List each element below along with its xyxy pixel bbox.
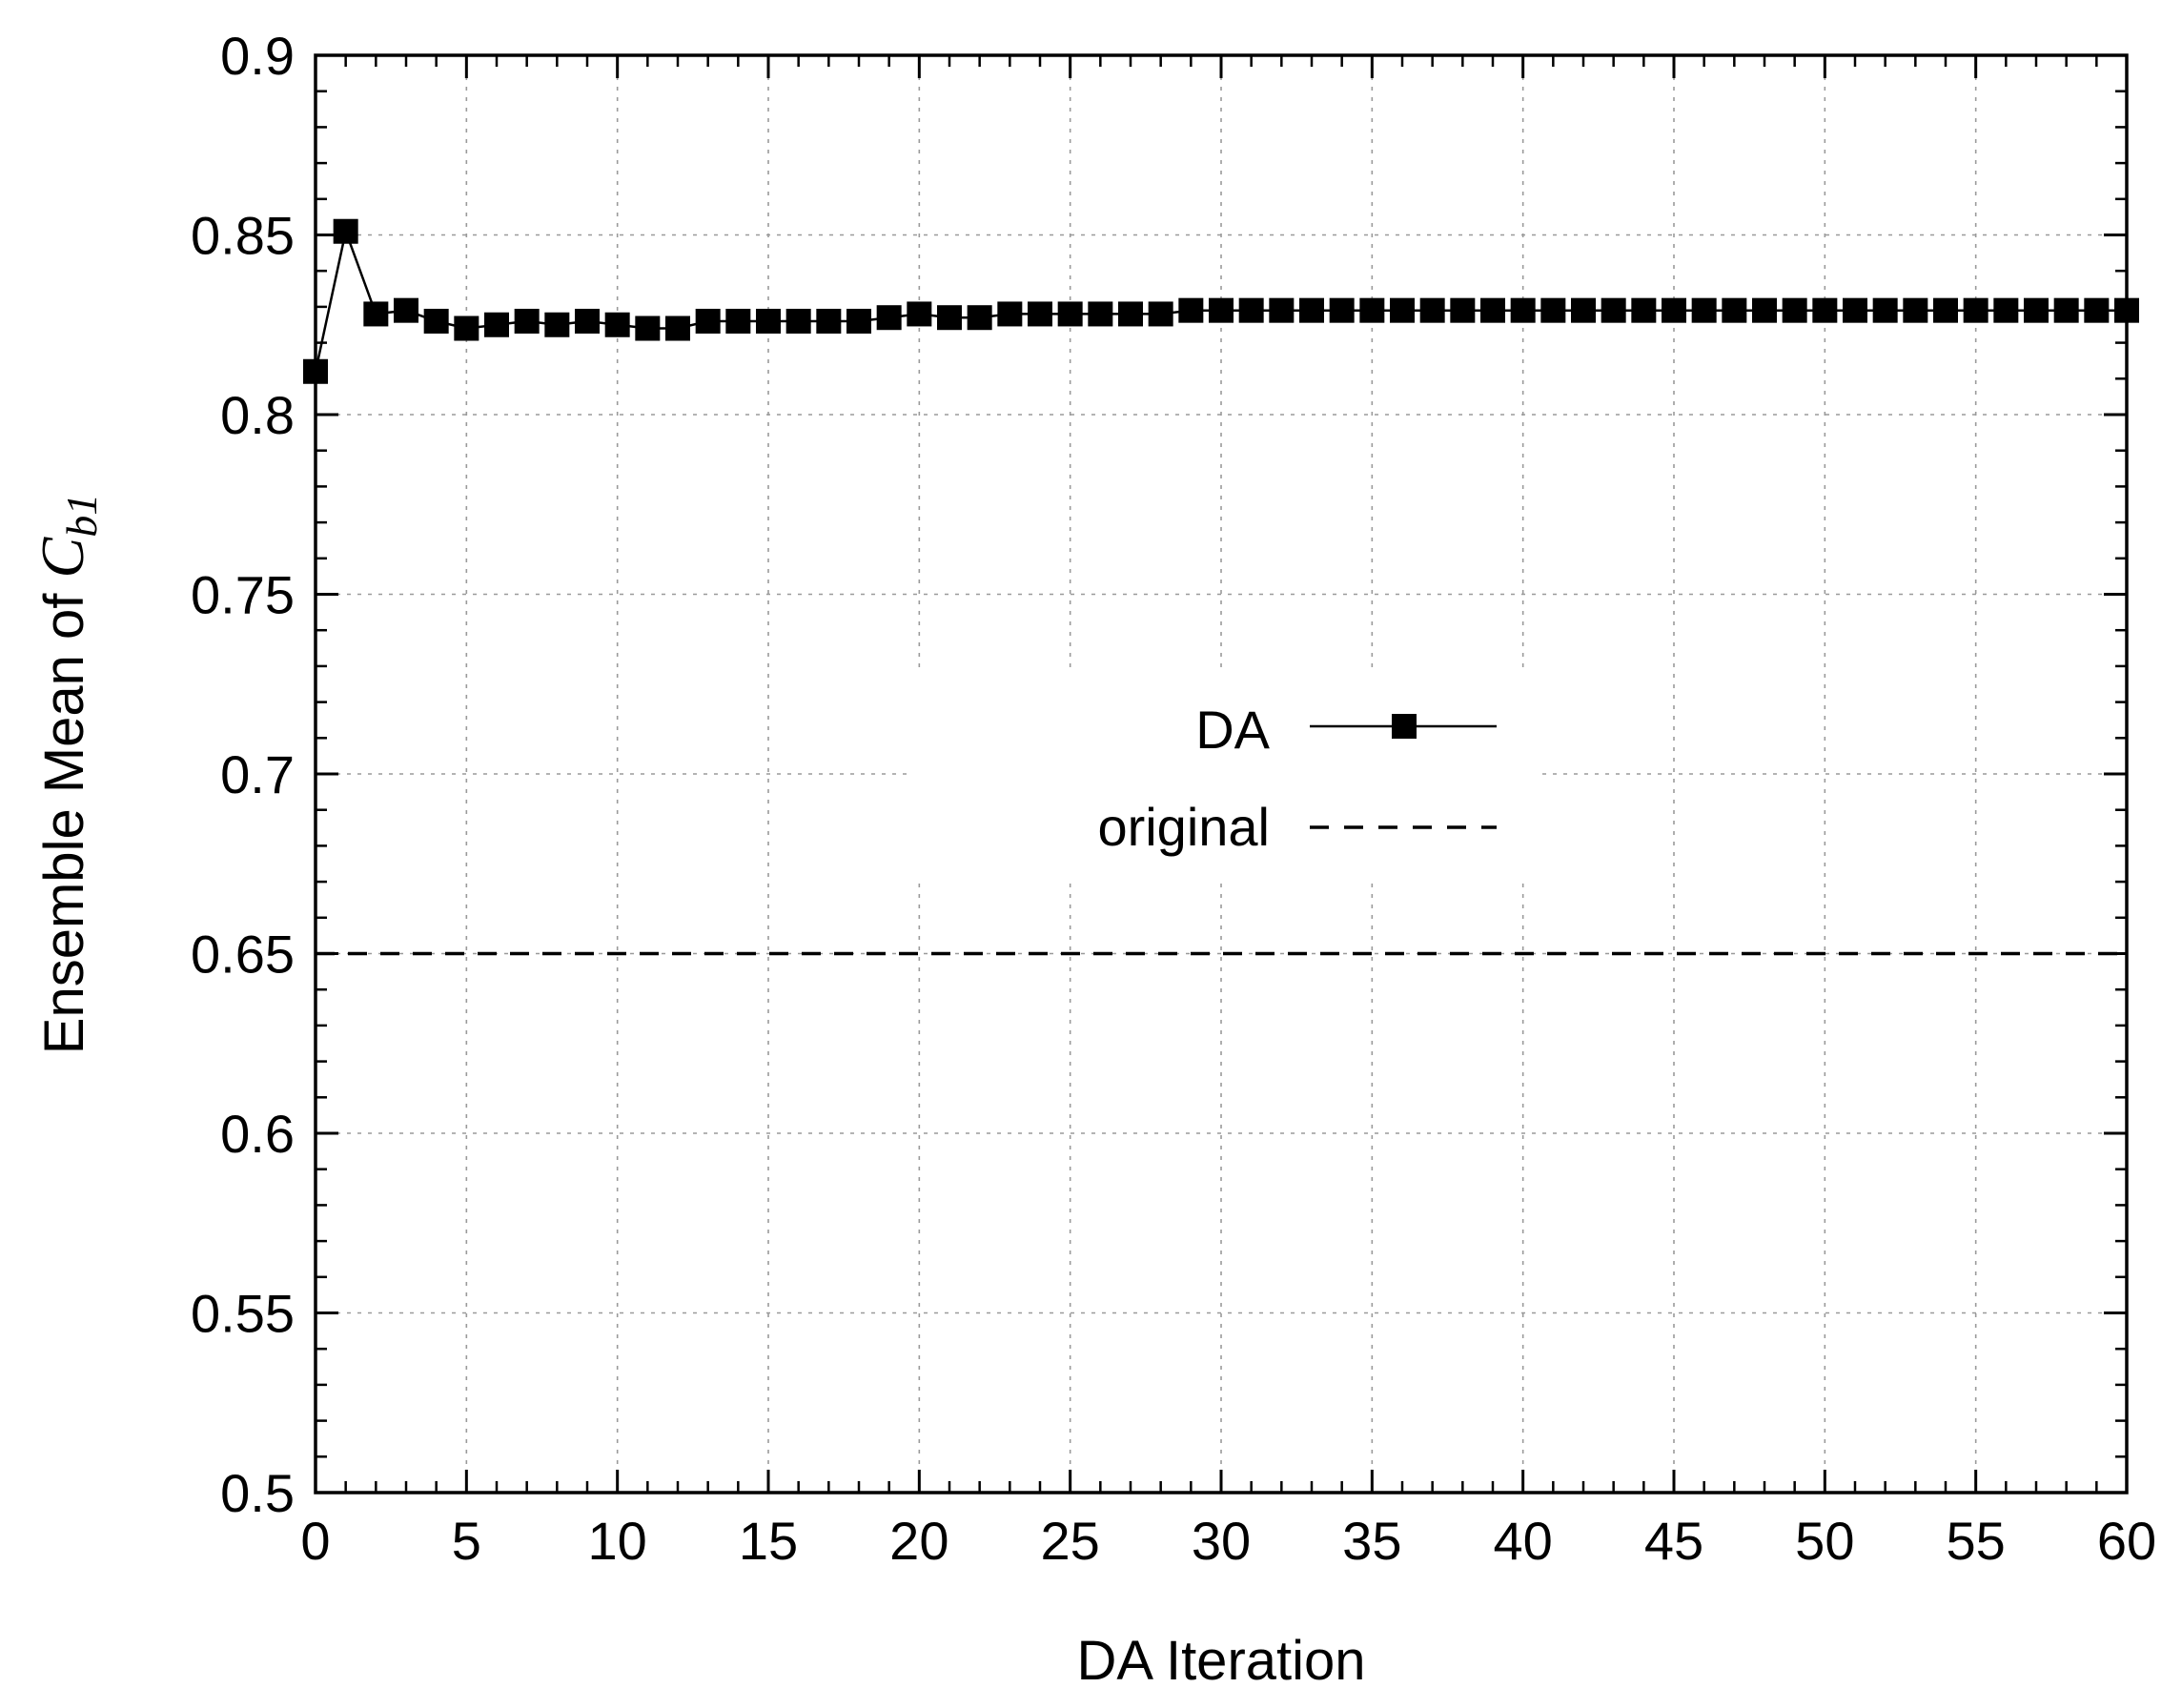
x-tick-label: 10 <box>588 1511 647 1571</box>
legend: DA original <box>910 672 1540 877</box>
x-tick-label: 25 <box>1041 1511 1100 1571</box>
data-point-da <box>876 305 902 331</box>
data-point-da <box>1269 297 1295 323</box>
data-point-da <box>1178 297 1204 323</box>
data-point-da <box>1963 297 1988 323</box>
data-point-da <box>1662 297 1686 323</box>
y-tick-label: 0.7 <box>220 744 295 804</box>
data-point-da <box>1571 297 1596 323</box>
data-point-da <box>1843 297 1867 323</box>
data-point-da <box>1359 297 1385 323</box>
data-point-da <box>1028 301 1052 327</box>
data-point-da <box>394 297 418 323</box>
data-point-da <box>635 315 661 341</box>
y-tick-label: 0.8 <box>220 385 295 445</box>
data-point-da <box>454 315 479 341</box>
data-point-da <box>785 308 811 334</box>
x-tick-label: 55 <box>1947 1511 2006 1571</box>
data-point-da <box>484 312 509 337</box>
grid-lines <box>316 55 2127 1493</box>
data-point-da <box>1510 297 1536 323</box>
data-point-da <box>967 305 992 331</box>
data-point-da <box>423 308 449 334</box>
data-point-da <box>937 305 962 331</box>
data-point-da <box>1480 297 1505 323</box>
data-point-da <box>1872 297 1898 323</box>
y-tick-label: 0.6 <box>220 1104 295 1164</box>
x-tick-label: 40 <box>1494 1511 1553 1571</box>
data-point-da <box>2024 297 2049 323</box>
data-point-da <box>756 308 781 334</box>
data-point-da <box>2084 297 2110 323</box>
x-tick-label: 35 <box>1342 1511 1401 1571</box>
x-tick-label: 60 <box>2097 1511 2156 1571</box>
y-axis-title: Ensemble Mean of Cb1 <box>29 494 106 1054</box>
data-point-da <box>1450 297 1476 323</box>
data-point-da <box>1812 297 1838 323</box>
data-point-da <box>1993 297 2019 323</box>
y-tick-label: 0.75 <box>191 565 295 625</box>
data-point-da <box>1782 297 1807 323</box>
plot-series <box>303 218 2139 956</box>
data-point-da <box>846 308 871 334</box>
y-tick-label: 0.65 <box>191 925 295 985</box>
data-point-da <box>1057 301 1083 327</box>
x-tick-label: 30 <box>1192 1511 1251 1571</box>
data-point-da <box>1601 297 1626 323</box>
x-tick-label: 50 <box>1795 1511 1854 1571</box>
data-point-da <box>363 301 389 327</box>
data-point-da <box>2053 297 2079 323</box>
y-tick-label: 0.55 <box>191 1284 295 1344</box>
y-tick-label: 0.9 <box>220 26 295 86</box>
data-point-da <box>1933 297 1958 323</box>
y-tick-label: 0.85 <box>191 206 295 266</box>
x-axis-title: DA Iteration <box>1076 1630 1365 1692</box>
data-point-da <box>514 308 540 334</box>
legend-label-da: DA <box>1195 700 1270 760</box>
data-point-da <box>1903 297 1928 323</box>
data-point-da <box>1299 297 1324 323</box>
data-point-da <box>333 218 358 244</box>
data-point-da <box>544 312 570 337</box>
data-point-da <box>997 301 1023 327</box>
data-point-da <box>1691 297 1717 323</box>
x-tick-label: 20 <box>889 1511 948 1571</box>
legend-box <box>910 672 1540 877</box>
data-point-da <box>1088 301 1113 327</box>
data-point-da <box>1540 297 1566 323</box>
data-point-da <box>1752 297 1777 323</box>
data-point-da <box>1118 301 1143 327</box>
data-point-da <box>816 308 842 334</box>
y-axis-title-prefix: Ensemble Mean of <box>33 578 95 1054</box>
data-point-da <box>907 301 932 327</box>
y-tick-label: 0.5 <box>220 1463 295 1523</box>
y-axis-title-subscript: b1 <box>57 494 106 538</box>
data-point-da <box>1631 297 1657 323</box>
data-point-da <box>695 308 721 334</box>
x-tick-label: 15 <box>739 1511 798 1571</box>
data-point-da <box>604 312 630 337</box>
x-tick-label: 5 <box>452 1511 481 1571</box>
data-point-da <box>665 315 690 341</box>
legend-marker-da <box>1392 714 1417 739</box>
data-point-da <box>575 308 600 334</box>
data-point-da <box>1209 297 1234 323</box>
data-point-da <box>1722 297 1747 323</box>
data-point-da <box>1390 297 1415 323</box>
data-point-da <box>1329 297 1355 323</box>
data-point-da <box>1148 301 1173 327</box>
data-point-da <box>725 308 751 334</box>
x-tick-label: 45 <box>1644 1511 1703 1571</box>
data-point-da <box>1419 297 1445 323</box>
legend-label-original: original <box>1097 797 1270 857</box>
plot-frame <box>314 53 2129 1494</box>
y-axis-title-symbol: C <box>29 536 96 578</box>
data-point-da <box>1238 297 1264 323</box>
axis-ticks: 0 5 10 15 20 25 30 35 40 45 50 55 60 0.5 0.55 0.6 0.65 0.… <box>191 26 2156 1571</box>
x-tick-label: 0 <box>300 1511 330 1571</box>
